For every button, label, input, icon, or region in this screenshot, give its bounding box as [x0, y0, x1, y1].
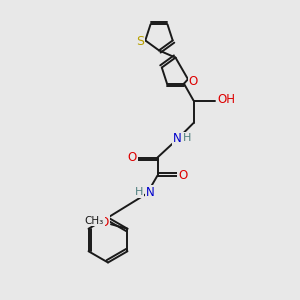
Text: N: N — [146, 185, 155, 199]
Text: O: O — [128, 151, 136, 164]
Text: O: O — [100, 216, 109, 229]
Text: S: S — [136, 35, 144, 48]
Text: N: N — [172, 132, 182, 145]
Text: OH: OH — [217, 93, 235, 106]
Text: O: O — [178, 169, 188, 182]
Text: O: O — [189, 75, 198, 88]
Text: H: H — [183, 133, 192, 143]
Text: H: H — [134, 187, 143, 197]
Text: CH₃: CH₃ — [85, 216, 104, 226]
